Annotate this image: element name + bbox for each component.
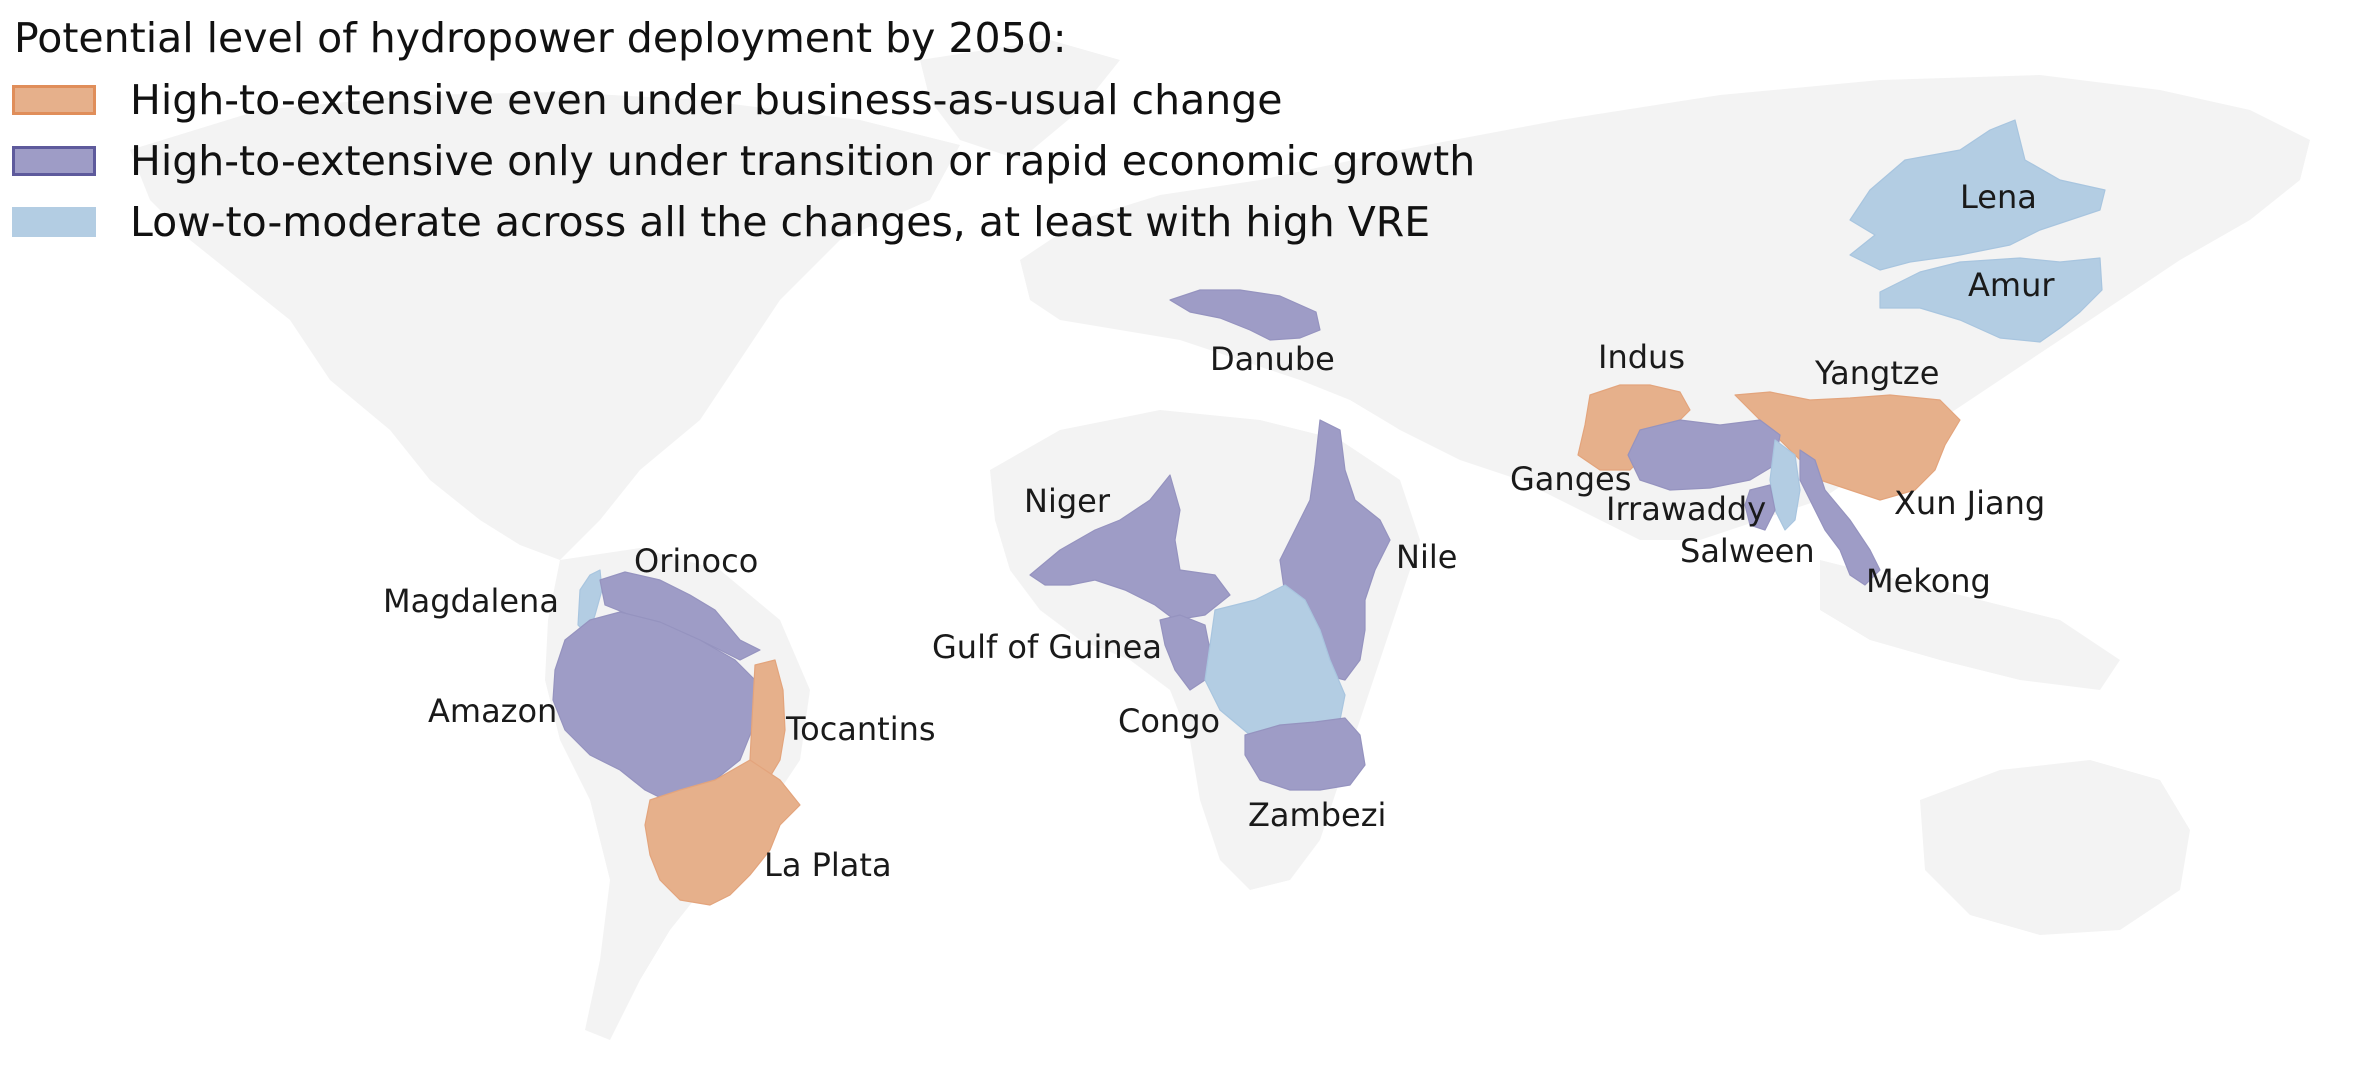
label-mekong: Mekong — [1866, 562, 1991, 600]
legend-swatch-low-moderate — [12, 207, 96, 237]
label-niger: Niger — [1024, 482, 1111, 520]
label-irrawaddy: Irrawaddy — [1606, 490, 1766, 528]
basin-niger — [1029, 474, 1231, 621]
basin-magdalena — [577, 569, 603, 636]
basins — [552, 119, 2106, 906]
label-ganges: Ganges — [1510, 460, 1631, 498]
legend-item-low-moderate: Low-to-moderate across all the changes, … — [12, 198, 1430, 246]
label-xun-jiang: Xun Jiang — [1894, 484, 2045, 522]
basin-lena — [1849, 119, 2106, 271]
legend-swatch-high-bau — [12, 85, 96, 115]
label-salween: Salween — [1680, 532, 1815, 570]
land-australia — [1920, 760, 2190, 935]
label-tocantins: Tocantins — [785, 710, 936, 748]
basin-danube — [1169, 289, 1321, 341]
label-magdalena: Magdalena — [383, 582, 559, 620]
legend-label-high-transition: High-to-extensive only under transition … — [130, 137, 1476, 185]
label-la-plata: La Plata — [764, 846, 892, 884]
label-gulf-of-guinea: Gulf of Guinea — [932, 628, 1162, 666]
basin-tocantins — [749, 659, 786, 786]
basin-ganges — [1627, 419, 1781, 491]
basin-la-plata — [644, 759, 801, 906]
label-nile: Nile — [1396, 538, 1457, 576]
basin-zambezi — [1244, 717, 1366, 791]
label-orinoco: Orinoco — [634, 542, 758, 580]
label-zambezi: Zambezi — [1248, 796, 1386, 834]
land-north-america — [130, 92, 960, 560]
label-lena: Lena — [1960, 178, 2037, 216]
basin-amur — [1879, 257, 2103, 343]
label-amur: Amur — [1968, 266, 2055, 304]
label-amazon: Amazon — [428, 692, 557, 730]
legend-label-low-moderate: Low-to-moderate across all the changes, … — [130, 198, 1431, 246]
label-indus: Indus — [1598, 338, 1685, 376]
legend-item-high-transition: High-to-extensive only under transition … — [12, 137, 1475, 185]
legend-swatch-high-transition — [12, 146, 96, 176]
basin-salween — [1769, 439, 1801, 531]
land-southeast-asia — [1820, 560, 2120, 690]
label-yangtze: Yangtze — [1814, 354, 1939, 392]
basin-labels: Lena Amur Danube Indus Yangtze Ganges Ir… — [383, 178, 2055, 884]
legend-title: Potential level of hydropower deployment… — [14, 14, 1067, 62]
basin-irrawaddy — [1744, 484, 1776, 531]
label-congo: Congo — [1118, 702, 1220, 740]
land-greenland — [920, 40, 1120, 160]
label-danube: Danube — [1210, 340, 1335, 378]
basin-mekong — [1799, 449, 1881, 586]
legend-label-high-bau: High-to-extensive even under business-as… — [130, 76, 1283, 124]
legend-item-high-bau: High-to-extensive even under business-as… — [12, 76, 1282, 124]
